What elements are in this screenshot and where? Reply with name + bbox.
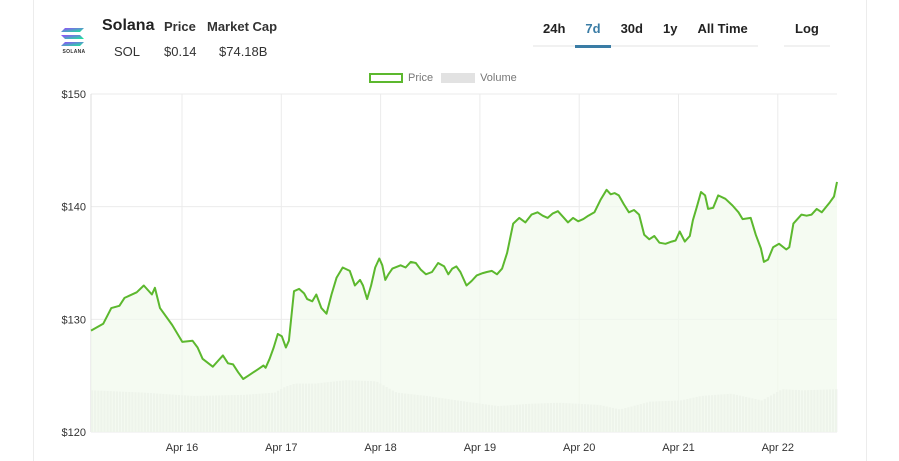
logo-wordmark: SOLANA [62,49,86,55]
y-tick-label: $140 [62,202,86,214]
y-tick-label: $130 [62,314,86,326]
y-tick-label: $120 [62,427,86,439]
tab-1y[interactable]: 1y [652,12,688,47]
tab-7d[interactable]: 7d [575,12,611,48]
coin-name: Solana [102,17,155,34]
x-tick-label: Apr 22 [762,442,794,454]
price-line [90,181,838,380]
marketcap-value: $74.18B [219,44,268,59]
log-scale-toggle[interactable]: Log [784,12,830,47]
marketcap-label: Market Cap [207,19,278,34]
price-area [91,181,837,432]
tab-30d[interactable]: 30d [610,12,653,47]
time-range-tabs: 24h 7d 30d 1y All Time [533,12,758,48]
x-tick-label: Apr 19 [464,442,496,454]
legend-label-volume: Volume [480,72,517,84]
legend-swatch-price [369,73,403,83]
x-tick-label: Apr 16 [166,442,198,454]
legend-item-price[interactable]: Price [369,72,433,84]
legend-swatch-volume [441,73,476,83]
tab-24h[interactable]: 24h [533,12,576,47]
tab-all-time[interactable]: All Time [687,12,758,47]
chart-legend: Price Volume [369,72,525,84]
x-tick-label: Apr 17 [265,442,297,454]
solana-logo-icon [61,28,84,46]
y-tick-label: $150 [62,89,86,101]
legend-item-volume[interactable]: Volume [441,72,517,84]
x-tick-label: Apr 18 [364,442,396,454]
x-tick-label: Apr 21 [662,442,694,454]
x-tick-label: Apr 20 [563,442,595,454]
coin-symbol: SOL [113,44,140,59]
price-value: $0.14 [164,44,197,59]
price-label: Price [164,19,196,34]
widget-frame [33,0,867,461]
legend-label-price: Price [408,72,434,84]
